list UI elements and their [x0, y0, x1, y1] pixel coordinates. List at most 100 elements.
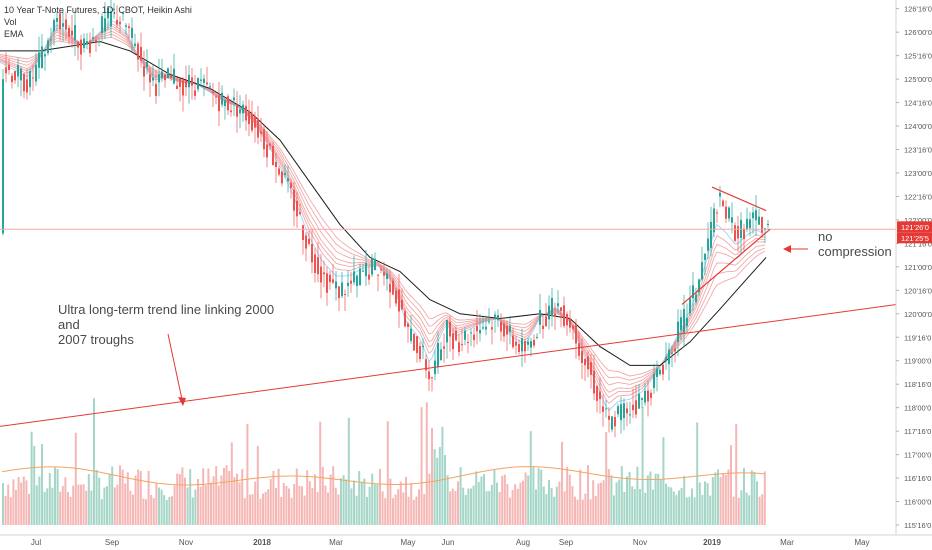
candle-body: [428, 371, 430, 380]
candle-body: [95, 39, 97, 42]
legend-vol: Vol: [4, 17, 17, 27]
volume-bar: [295, 468, 298, 525]
volume-bar: [360, 481, 363, 525]
long-term-trend-line: [0, 299, 932, 427]
candle-body: [530, 341, 532, 348]
volume-bar: [384, 498, 387, 525]
legend-ema: EMA: [4, 29, 24, 39]
volume-bar: [441, 426, 444, 525]
volume-bar: [568, 474, 571, 525]
volume-bar: [77, 484, 80, 525]
volume-bar: [639, 488, 641, 525]
candle-body: [353, 271, 355, 283]
volume-bar: [597, 483, 600, 525]
candle-body: [602, 406, 604, 412]
volume-bar: [644, 492, 647, 525]
candle-body: [101, 16, 103, 33]
volume-bar: [72, 485, 75, 525]
candle-body: [134, 43, 136, 46]
volume-bar: [620, 466, 623, 525]
volume-bar: [194, 489, 197, 525]
volume-bar: [613, 495, 615, 525]
volume-bar: [332, 466, 335, 525]
volume-bar: [20, 482, 23, 525]
volume-bar: [230, 442, 233, 525]
volume-bar: [467, 488, 470, 525]
candle-body: [116, 20, 118, 25]
volume-bar: [657, 473, 660, 525]
volume-bar: [678, 490, 680, 525]
volume-bar: [665, 483, 667, 525]
candle-body: [350, 280, 352, 284]
volume-bar: [95, 469, 98, 525]
candle-body: [401, 299, 403, 310]
candle-body: [425, 359, 427, 371]
candle-body: [389, 283, 391, 293]
candle-body: [476, 326, 478, 332]
candle-body: [110, 11, 112, 27]
volume-bar: [145, 499, 147, 525]
volume-bar: [93, 398, 95, 525]
candle-body: [590, 362, 592, 375]
candle-body: [581, 350, 583, 364]
volume-bar: [134, 475, 137, 525]
candle-body: [50, 39, 52, 41]
y-tick-label: 121'16'0: [904, 239, 932, 248]
volume-bar: [607, 469, 610, 525]
candle-body: [686, 317, 688, 327]
candle-body: [179, 79, 181, 87]
candle-body: [347, 282, 349, 286]
volume-bar: [493, 469, 496, 525]
candle-body: [248, 110, 250, 125]
volume-bar: [262, 493, 264, 525]
volume-bar: [17, 476, 20, 525]
candle-body: [299, 212, 301, 215]
candle-body: [641, 398, 643, 400]
volume-bar: [249, 494, 251, 525]
y-tick-label: 123'00'0: [904, 169, 932, 178]
volume-bar: [376, 484, 379, 525]
candle-body: [500, 321, 502, 332]
candle-body: [683, 309, 685, 333]
candle-body: [464, 330, 466, 340]
candle-body: [161, 71, 163, 79]
candle-body: [374, 258, 376, 271]
candle-body: [338, 286, 340, 299]
candle-body: [710, 221, 712, 248]
volume-bar: [236, 473, 238, 525]
candle-body: [218, 95, 220, 112]
candle-body: [74, 25, 76, 40]
volume-bar: [514, 484, 517, 525]
volume-bar: [137, 469, 140, 525]
volume-bar: [269, 479, 272, 525]
volume-bar: [600, 482, 602, 525]
candle-body: [449, 321, 451, 337]
candle-body: [275, 161, 277, 168]
candle-body: [80, 39, 82, 55]
candle-body: [383, 272, 385, 276]
candle-body: [437, 343, 439, 368]
volume-bar: [529, 431, 532, 525]
volume-bar: [389, 478, 392, 525]
volume-bar: [706, 483, 709, 525]
volume-bar: [158, 487, 160, 525]
candle-body: [59, 13, 61, 30]
volume-bar: [319, 421, 322, 525]
volume-bar: [358, 471, 361, 525]
volume-bar: [436, 457, 439, 525]
volume-bar: [561, 441, 563, 525]
volume-bar: [90, 490, 93, 525]
volume-bar: [555, 486, 558, 525]
candle-body: [386, 273, 388, 280]
candle-body: [491, 327, 493, 330]
volume-bar: [59, 491, 62, 525]
candle-body: [515, 341, 517, 346]
candle-body: [344, 294, 346, 296]
candle-body: [695, 294, 697, 303]
volume-bar: [210, 482, 212, 525]
candle-body: [503, 323, 505, 337]
volume-bar: [321, 466, 324, 525]
volume-bar: [420, 407, 423, 525]
volume-bar: [509, 497, 511, 525]
